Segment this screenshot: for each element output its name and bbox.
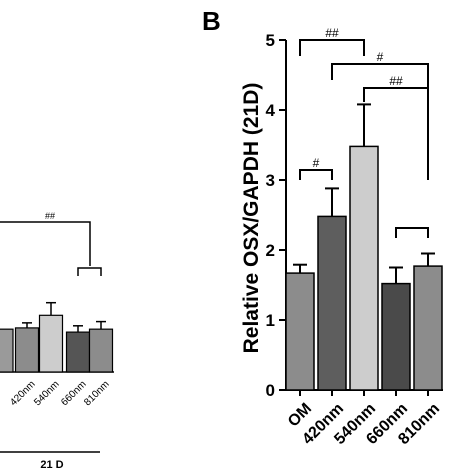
panel-b-bar-810nm: [413, 265, 443, 391]
panel-a-bar-420nm: [14, 327, 40, 373]
panel-b-small-bracket: [395, 227, 429, 238]
panel-b-annotations: ######: [299, 26, 429, 238]
panel-a-bars: [14, 301, 114, 373]
panel-b-bars: [285, 103, 443, 391]
panel-b-significance-bracket: [299, 169, 333, 180]
panel-b-letter: B: [202, 6, 221, 36]
panel-a-bar-cropped: [0, 328, 14, 373]
panel-b-y-tick-label: 2: [266, 241, 275, 260]
panel-a-x-tick-label-420nm: 420nm: [8, 379, 37, 408]
panel-b-y-tick-label: 3: [266, 171, 275, 190]
panel-b-bar-om: [285, 272, 315, 391]
panel-a-significance-bracket: [0, 221, 91, 266]
panel-b-significance-label: #: [377, 50, 384, 64]
panel-b-bar-660nm: [381, 282, 411, 391]
panel-b-significance-bracket: [363, 87, 429, 180]
panel-b-significance-bracket: [331, 63, 429, 180]
panel-a-significance-label: ##: [45, 211, 55, 221]
panel-b-y-tick-label: 1: [266, 311, 275, 330]
panel-a-bar-810nm: [88, 328, 114, 373]
panel-b-significance-label: ##: [389, 74, 403, 88]
panel-a-annotations: ##: [0, 211, 102, 276]
panel-a-small-bracket: [77, 267, 102, 276]
panel-b-bar-420nm: [317, 215, 347, 391]
panel-a-group-label: 21 D: [40, 459, 63, 471]
panel-a-x-tick-label-540nm: 540nm: [32, 379, 61, 408]
panel-b-y-tick-label: 0: [266, 381, 275, 400]
panel-b-y-tick-label: 5: [266, 31, 275, 50]
panel-b-significance-bracket: [299, 39, 365, 56]
panel-a-bar-660nm: [65, 331, 91, 373]
panel-b-significance-label: #: [313, 156, 320, 170]
panel-b-significance-label: ##: [325, 26, 339, 40]
panel-b-bar-540nm: [349, 145, 379, 391]
panel-a-bar-540nm: [38, 314, 64, 373]
panel-a-x-tick-label-810nm: 810nm: [82, 379, 111, 408]
panel-b-y-tick-label: 4: [266, 101, 276, 120]
panel-b-y-axis-label: Relative OSX/GAPDH (21D): [240, 83, 263, 354]
